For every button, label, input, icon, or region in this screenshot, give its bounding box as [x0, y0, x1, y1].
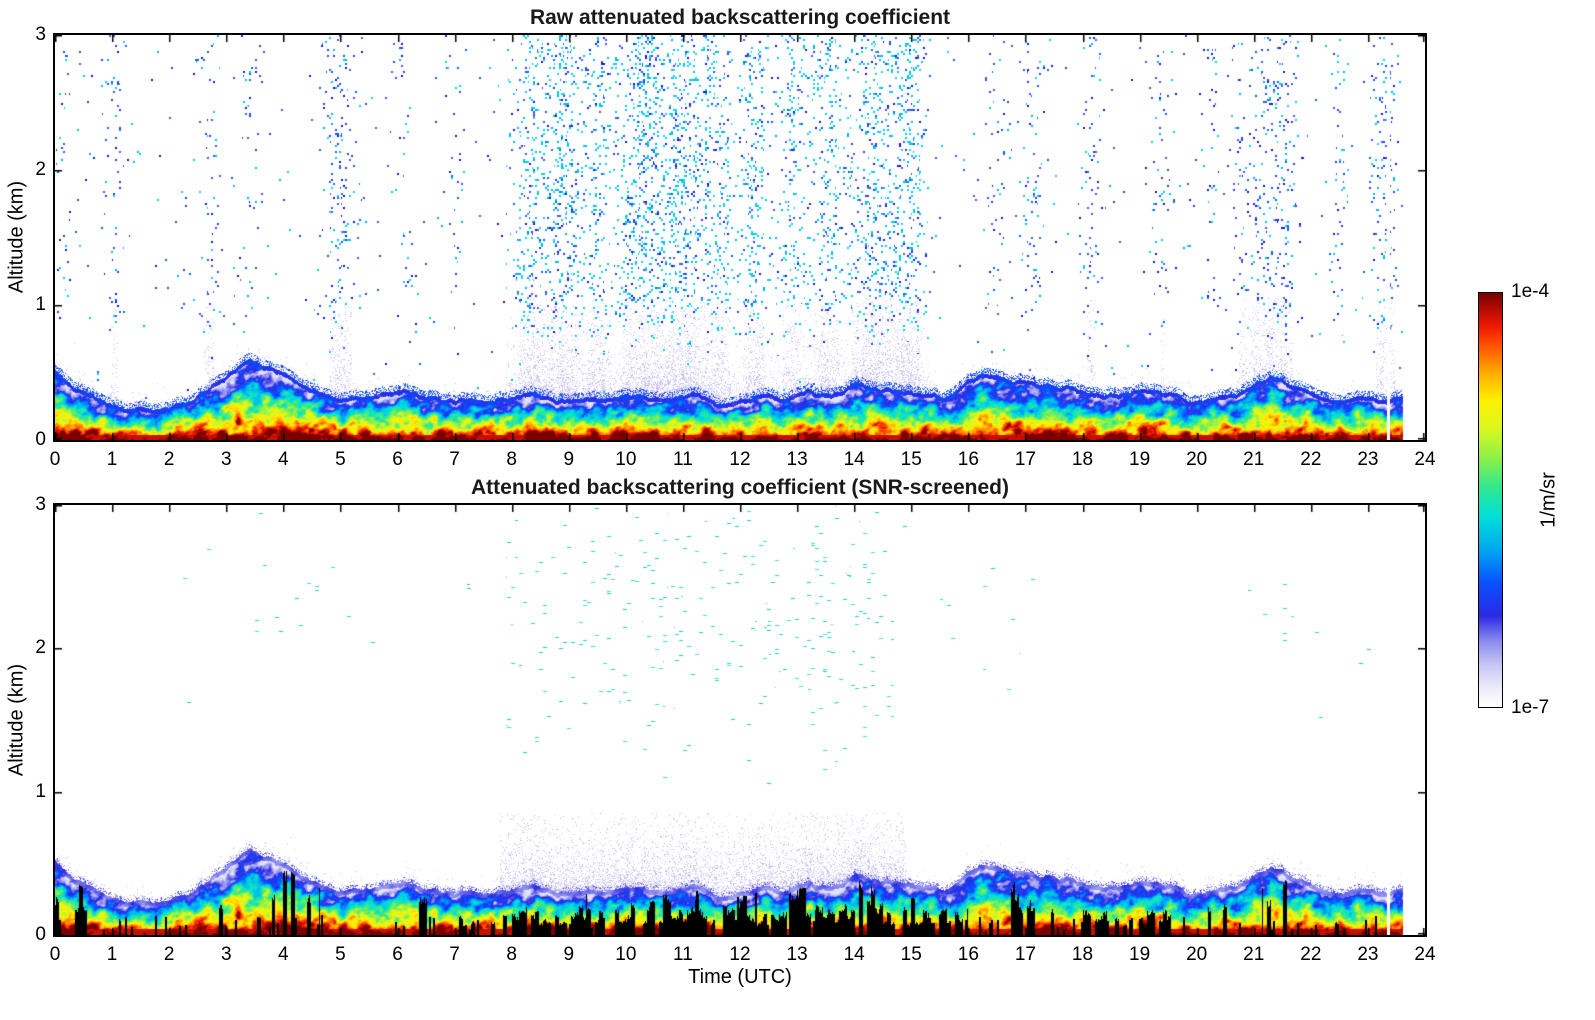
colorbar-max-label: 1e-4 [1511, 281, 1550, 302]
x-tick-label: 16 [957, 449, 979, 470]
x-tick-label: 14 [843, 449, 865, 470]
x-tick-label: 14 [843, 944, 865, 965]
x-tick-label: 16 [957, 944, 979, 965]
x-tick-label: 13 [786, 944, 808, 965]
y-tick-label: 2 [35, 637, 46, 659]
y-tick-label: 0 [35, 429, 46, 450]
x-tick-label: 20 [1186, 944, 1208, 965]
x-tick-label: 15 [900, 944, 922, 965]
x-tick-label: 12 [729, 449, 751, 470]
y-axis-label-top: Altitude (km) [5, 180, 28, 294]
x-tick-label: 23 [1357, 449, 1379, 470]
x-tick-label: 0 [49, 449, 61, 470]
x-tick-label: 3 [220, 944, 232, 965]
y-tick-label: 2 [35, 159, 46, 180]
x-tick-label: 20 [1186, 449, 1208, 470]
x-tick-label: 11 [673, 944, 693, 965]
x-tick-label: 6 [392, 944, 403, 965]
x-tick-label: 24 [1414, 944, 1436, 965]
colorbar-unit-label: 1/m/sr [1537, 472, 1560, 528]
x-tick-label: 18 [1071, 944, 1094, 965]
raw-heatmap-canvas [55, 35, 1425, 440]
x-tick-label: 2 [163, 944, 175, 965]
x-tick-label: 23 [1357, 944, 1379, 965]
x-tick-label: 9 [563, 944, 575, 965]
x-tick-label: 1 [106, 449, 118, 470]
x-tick-label: 11 [673, 449, 693, 470]
panel-title-raw: Raw attenuated backscattering coefficien… [529, 6, 951, 29]
x-tick-label: 21 [1243, 944, 1265, 965]
x-tick-label: 5 [335, 449, 346, 470]
colorbar [1478, 292, 1503, 708]
y-tick-label: 3 [35, 24, 46, 45]
raw-backscatter-heatmap [53, 33, 1427, 442]
x-tick-label: 19 [1129, 449, 1151, 470]
x-tick-label: 8 [506, 449, 517, 470]
x-tick-label: 12 [729, 944, 751, 965]
x-tick-label: 2 [163, 449, 175, 470]
x-tick-label: 10 [615, 449, 637, 470]
x-tick-label: 19 [1129, 944, 1151, 965]
x-tick-label: 4 [278, 944, 289, 965]
x-tick-label: 22 [1300, 449, 1322, 470]
screened-heatmap-canvas [55, 505, 1425, 935]
x-tick-label: 22 [1300, 944, 1322, 965]
x-tick-label: 15 [900, 449, 922, 470]
x-tick-label: 17 [1014, 944, 1036, 965]
x-tick-label: 13 [786, 449, 808, 470]
colorbar-min-label: 1e-7 [1511, 697, 1550, 718]
y-axis-label-bottom: Altitude (km) [5, 663, 28, 777]
x-tick-label: 3 [220, 449, 232, 470]
screened-backscatter-heatmap [53, 503, 1427, 937]
x-tick-label: 5 [335, 944, 346, 965]
y-tick-label: 0 [35, 924, 46, 945]
x-tick-label: 8 [506, 944, 517, 965]
x-tick-label: 6 [392, 449, 403, 470]
y-tick-label: 1 [35, 780, 46, 802]
panel-title-screened: Attenuated backscattering coefficient (S… [471, 476, 1009, 499]
x-axis-label: Time (UTC) [688, 966, 792, 988]
x-tick-label: 17 [1014, 449, 1036, 470]
x-tick-label: 7 [449, 944, 460, 965]
x-tick-label: 1 [106, 944, 118, 965]
x-tick-label: 0 [49, 944, 61, 965]
x-tick-label: 21 [1243, 449, 1265, 470]
x-tick-label: 18 [1071, 449, 1094, 470]
y-tick-label: 3 [35, 494, 46, 515]
x-tick-label: 24 [1414, 449, 1436, 470]
y-tick-label: 1 [35, 294, 46, 315]
x-tick-label: 7 [449, 449, 460, 470]
x-tick-label: 10 [615, 944, 637, 965]
x-tick-label: 9 [563, 449, 575, 470]
x-tick-label: 4 [278, 449, 289, 470]
